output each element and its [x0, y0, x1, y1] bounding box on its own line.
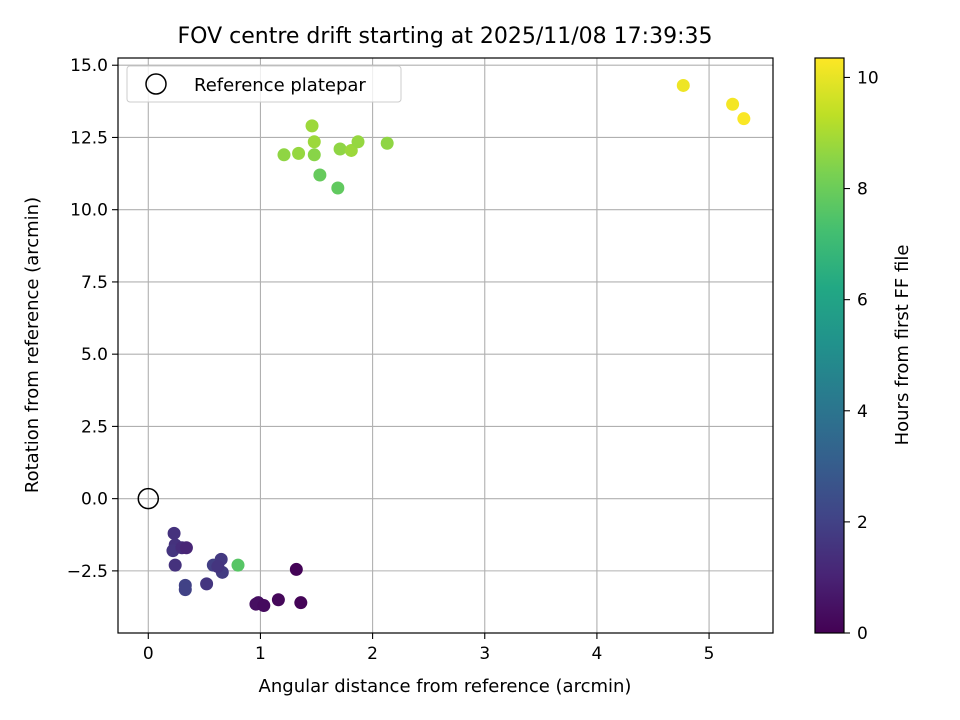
data-point — [277, 148, 291, 162]
chart-title: FOV centre drift starting at 2025/11/08 … — [178, 24, 713, 49]
colorbar: 0 2 4 6 8 10 Hours from first FF file — [814, 57, 913, 644]
x-tick-label: 0 — [143, 644, 154, 664]
x-tick-label: 3 — [479, 644, 490, 664]
data-point — [289, 562, 303, 576]
colorbar-tick-label: 0 — [857, 624, 868, 644]
y-tick-label: 15.0 — [70, 56, 108, 76]
data-point — [211, 560, 225, 574]
y-axis-ticks: −2.5 0.0 2.5 5.0 7.5 10.0 12.5 15.0 — [67, 56, 118, 582]
data-point — [380, 136, 394, 150]
data-point — [305, 119, 319, 133]
y-tick-label: 10.0 — [70, 201, 108, 221]
colorbar-tick-label: 4 — [857, 402, 868, 422]
data-point — [271, 593, 285, 607]
data-point — [292, 146, 306, 160]
data-point — [167, 526, 181, 540]
data-point — [333, 142, 347, 156]
plot-frame — [117, 57, 774, 634]
data-points — [137, 78, 751, 613]
data-point — [200, 577, 214, 591]
colorbar-tick-label: 2 — [857, 513, 868, 533]
x-tick-label: 4 — [591, 644, 602, 664]
data-point — [294, 596, 308, 610]
y-tick-label: 7.5 — [81, 273, 108, 293]
data-point — [179, 541, 193, 555]
x-tick-label: 1 — [255, 644, 266, 664]
colorbar-tick-label: 6 — [857, 291, 868, 311]
data-point — [351, 135, 365, 149]
data-point — [168, 558, 182, 572]
data-point — [331, 181, 345, 195]
data-point — [307, 148, 321, 162]
data-point — [726, 97, 740, 111]
x-tick-label: 2 — [367, 644, 378, 664]
x-axis-label: Angular distance from reference (arcmin) — [259, 676, 632, 697]
colorbar-ticks: 0 2 4 6 8 10 — [844, 68, 879, 644]
y-axis-label: Rotation from reference (arcmin) — [22, 197, 43, 493]
x-tick-label: 5 — [704, 644, 715, 664]
legend-reference-label: Reference platepar — [194, 75, 366, 96]
legend-box — [126, 65, 402, 103]
y-tick-label: −2.5 — [67, 562, 108, 582]
colorbar-frame — [814, 57, 845, 634]
legend: Reference platepar — [126, 65, 402, 103]
y-tick-label: 0.0 — [81, 490, 108, 510]
data-point — [257, 599, 271, 613]
data-point — [307, 135, 321, 149]
data-point — [313, 168, 327, 182]
y-tick-label: 2.5 — [81, 417, 108, 437]
reference-platepar-marker — [137, 487, 160, 510]
x-axis-ticks: 0 1 2 3 4 5 — [143, 633, 715, 664]
legend-reference-marker — [145, 73, 167, 95]
colorbar-tick-label: 10 — [857, 68, 879, 88]
data-point — [676, 78, 690, 92]
y-tick-label: 12.5 — [70, 128, 108, 148]
data-point — [178, 583, 192, 597]
colorbar-gradient — [815, 58, 844, 633]
colorbar-label: Hours from first FF file — [892, 245, 913, 446]
y-tick-label: 5.0 — [81, 345, 108, 365]
colorbar-tick-label: 8 — [857, 180, 868, 200]
data-point — [737, 112, 751, 126]
data-point — [231, 558, 245, 572]
grid-lines — [118, 58, 773, 633]
